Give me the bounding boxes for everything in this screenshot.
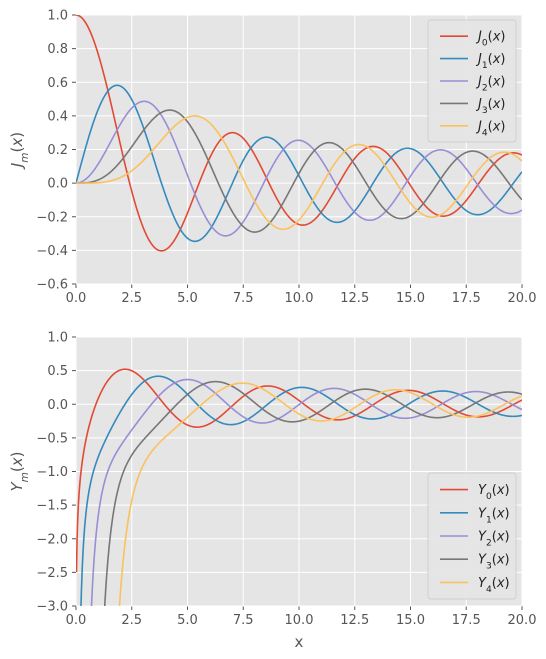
y-tick-label: 0.0 [47, 398, 68, 413]
x-tick-label: 0.0 [66, 291, 87, 306]
x-tick-label: 0.0 [66, 613, 87, 628]
y-tick-label: 0.6 [47, 76, 68, 91]
x-tick-label: 15.0 [396, 613, 425, 628]
x-tick-label: 12.5 [340, 613, 369, 628]
y-tick-label: 0.0 [47, 177, 68, 192]
x-axis-label: x [295, 633, 304, 651]
y-tick-label: −0.5 [36, 431, 68, 446]
y-axis-label: Jm(x) [8, 132, 31, 170]
x-tick-label: 15.0 [396, 291, 425, 306]
chart-panel-1: 0.0 2.5 5.0 7.5 10.0 12.5 15.0 17.5 20.0 1.0 0.8 0.… [8, 9, 536, 307]
y-tick-label: −3.0 [36, 600, 68, 615]
y-tick-label: 1.0 [47, 331, 68, 346]
y-tick-label: 1.0 [47, 9, 68, 24]
x-tick-label: 12.5 [340, 291, 369, 306]
x-tick-label: 20.0 [508, 613, 537, 628]
legend: Y0(x)Y1(x)Y2(x)Y3(x)Y4(x) [428, 473, 516, 599]
y-tick-label: 0.4 [47, 109, 68, 124]
y-tick-label: −1.0 [36, 465, 68, 480]
x-tick-label: 2.5 [121, 291, 142, 306]
y-axis-label: Ym(x) [8, 451, 31, 491]
x-tick-label: 20.0 [508, 291, 537, 306]
y-tick-label: 0.8 [47, 42, 68, 57]
y-tick-label: 0.5 [47, 364, 68, 379]
x-tick-label: 7.5 [233, 613, 254, 628]
y-tick-label: −2.0 [36, 532, 68, 547]
chart-panel-2: 0.0 2.5 5.0 7.5 10.0 12.5 15.0 17.5 20.0 1.0 0.5 0.… [8, 331, 536, 652]
x-tick-label: 10.0 [285, 291, 314, 306]
y-tick-label: 0.2 [47, 143, 68, 158]
y-tick-label: −0.6 [36, 278, 68, 293]
x-tick-label: 17.5 [452, 613, 481, 628]
x-tick-label: 5.0 [177, 291, 198, 306]
x-tick-label: 7.5 [233, 291, 254, 306]
y-tick-label: −0.4 [36, 244, 68, 259]
y-tick-label: −0.2 [36, 210, 68, 225]
x-tick-label: 10.0 [285, 613, 314, 628]
legend: J0(x)J1(x)J2(x)J3(x)J4(x) [428, 20, 516, 142]
x-tick-label: 5.0 [177, 613, 198, 628]
y-tick-label: −2.5 [36, 566, 68, 581]
y-tick-label: −1.5 [36, 499, 68, 514]
x-tick-label: 17.5 [452, 291, 481, 306]
x-tick-label: 2.5 [121, 613, 142, 628]
